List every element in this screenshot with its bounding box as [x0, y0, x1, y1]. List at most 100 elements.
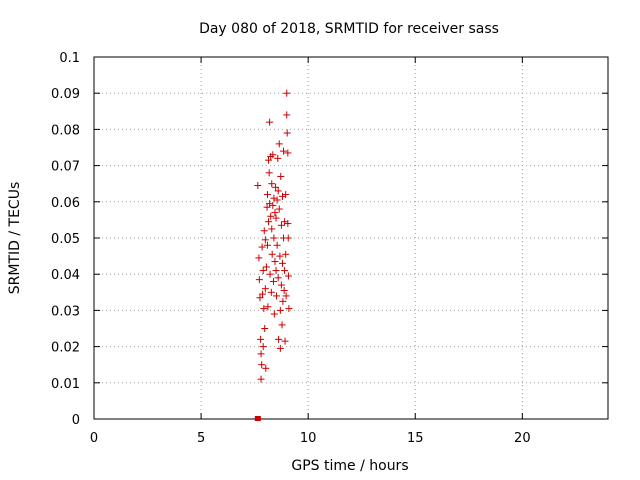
data-point — [277, 172, 285, 180]
grid-lines — [94, 57, 608, 419]
x-tick-labels: 0 5 10 15 20 — [90, 431, 531, 446]
data-point — [278, 259, 286, 267]
y-axis-title: SRMTID / TECUs — [7, 182, 23, 295]
x-tick-label: 10 — [300, 431, 317, 446]
data-point — [282, 250, 290, 258]
data-point — [274, 154, 282, 162]
baseline-marker — [254, 416, 261, 421]
data-point — [267, 212, 275, 220]
data-point — [282, 292, 290, 300]
data-point — [271, 209, 279, 217]
x-tick-label: 15 — [407, 431, 424, 446]
y-tick-labels: 0 0.01 0.02 0.03 0.04 0.05 0.06 0.07 0.08 0.09 0.1 — [51, 51, 80, 428]
y-tick-label: 0.02 — [51, 341, 80, 356]
data-point — [281, 218, 289, 226]
y-tick-label: 0.03 — [51, 304, 80, 319]
data-point — [284, 149, 292, 157]
y-tick-label: 0.04 — [51, 268, 80, 283]
data-point — [268, 250, 276, 258]
data-point — [277, 221, 285, 229]
data-point — [259, 267, 267, 275]
data-point — [257, 335, 265, 343]
y-tick-label: 0.06 — [51, 196, 80, 211]
data-point — [278, 321, 286, 329]
data-point — [269, 277, 277, 285]
data-point — [273, 241, 281, 249]
data-point — [261, 236, 269, 244]
data-point — [276, 344, 284, 352]
data-point — [271, 258, 279, 266]
chart-title: Day 080 of 2018, SRMTID for receiver sas… — [199, 21, 499, 37]
data-point — [263, 241, 271, 249]
data-point — [268, 225, 276, 233]
data-point — [276, 306, 284, 314]
data-point — [278, 192, 286, 200]
data-point — [258, 243, 266, 251]
data-point — [272, 292, 280, 300]
y-tick-label: 0 — [72, 413, 80, 428]
y-tick-label: 0.01 — [51, 377, 80, 392]
data-point — [269, 151, 277, 159]
data-point — [284, 234, 292, 242]
data-point — [272, 183, 280, 191]
data-point — [280, 147, 288, 155]
data-point — [276, 252, 284, 260]
data-point — [275, 335, 283, 343]
data-point — [272, 214, 280, 222]
data-point — [270, 234, 278, 242]
data-point — [257, 375, 265, 383]
data-point — [281, 267, 289, 275]
y-tick-label: 0.1 — [59, 51, 80, 66]
data-point — [268, 180, 276, 188]
y-tick-label: 0.07 — [51, 160, 80, 175]
data-point — [283, 129, 291, 137]
data-point — [272, 267, 280, 275]
data-point — [282, 191, 290, 199]
data-point — [258, 361, 266, 369]
y-tick-label: 0.05 — [51, 232, 80, 247]
data-point — [280, 286, 288, 294]
data-point — [266, 270, 274, 278]
data-point — [263, 203, 271, 211]
data-point — [277, 281, 285, 289]
data-point — [279, 297, 287, 305]
data-point — [267, 288, 275, 296]
data-point — [255, 254, 263, 262]
x-axis-title: GPS time / hours — [291, 458, 408, 474]
data-point — [283, 111, 291, 119]
data-point — [259, 343, 267, 351]
axis-ticks — [93, 56, 608, 420]
data-point — [266, 118, 274, 126]
data-point — [265, 218, 273, 226]
data-point — [259, 290, 267, 298]
data-point — [275, 205, 283, 213]
data-point — [266, 200, 274, 208]
data-point — [254, 182, 262, 190]
y-tick-label: 0.09 — [51, 87, 80, 102]
data-point — [261, 325, 269, 332]
data-point — [284, 272, 292, 280]
x-tick-label: 20 — [514, 431, 531, 446]
data-point — [255, 276, 263, 284]
data-point — [274, 187, 282, 195]
data-point — [257, 350, 265, 358]
data-point — [262, 263, 270, 271]
data-point — [273, 196, 281, 204]
data-point — [284, 220, 292, 228]
data-point — [261, 285, 269, 293]
x-tick-label: 0 — [90, 431, 98, 446]
data-point — [264, 303, 272, 311]
data-point — [275, 140, 283, 148]
data-point — [270, 310, 278, 318]
data-points — [254, 89, 293, 421]
data-point — [285, 305, 293, 313]
data-point — [260, 227, 268, 235]
data-point — [260, 305, 268, 313]
data-point — [262, 364, 270, 372]
data-point — [283, 89, 291, 97]
data-point — [263, 191, 271, 199]
data-point — [256, 294, 264, 302]
data-point — [274, 274, 282, 282]
x-tick-label: 5 — [197, 431, 205, 446]
